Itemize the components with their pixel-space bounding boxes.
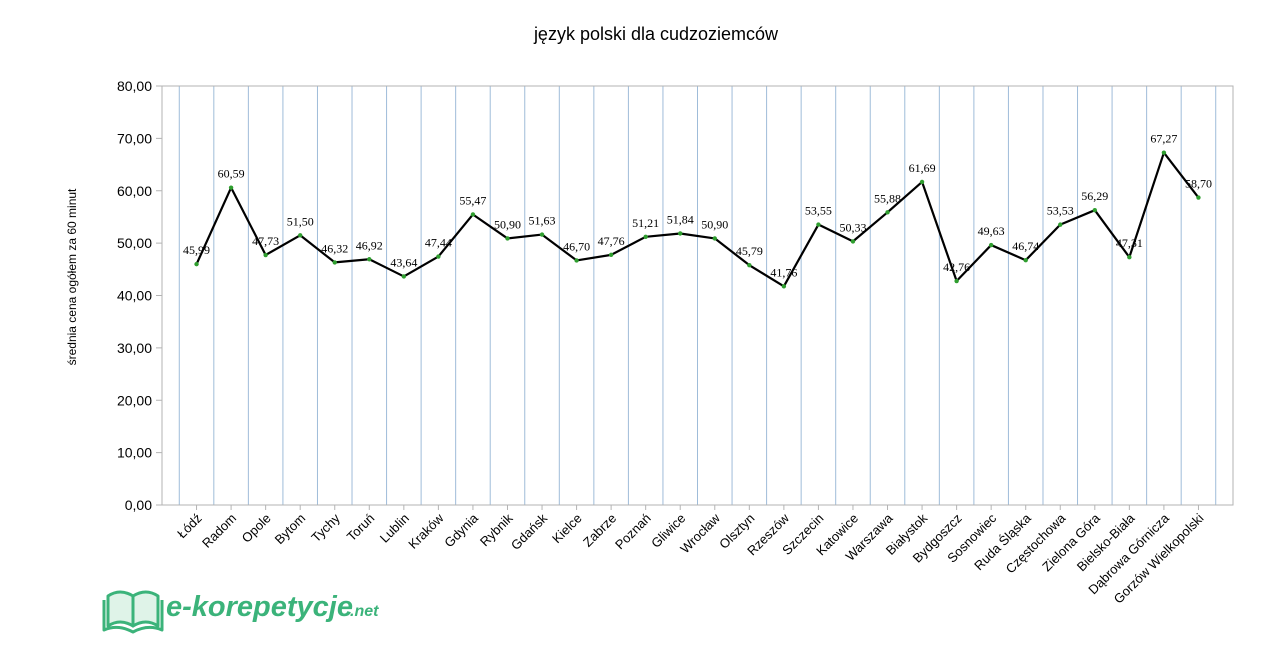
x-tick-label: Toruń [344,511,378,545]
x-tick-label: Gdynia [441,510,481,550]
x-tick-label: Poznań [612,511,654,553]
x-tick-label: Gdańsk [508,510,551,553]
data-series [194,150,1201,289]
data-label: 45,79 [736,244,763,258]
data-label: 50,90 [494,217,521,231]
data-label: 51,21 [632,216,659,230]
data-label: 46,70 [563,239,590,253]
data-point [1023,257,1028,263]
data-label: 58,70 [1185,177,1212,191]
y-tick-label: 40,00 [117,288,152,304]
data-label: 56,29 [1081,189,1108,203]
data-point [332,260,337,265]
data-label: 50,90 [701,217,728,231]
series-line [195,151,1200,288]
data-point [643,234,648,239]
data-point [954,278,959,284]
data-label: 47,31 [1116,236,1143,250]
y-tick-label: 10,00 [117,445,152,461]
data-label: 47,76 [598,234,625,248]
x-tick-label: Kielce [549,511,585,547]
data-point [816,222,821,227]
data-point [401,274,407,279]
data-point [505,236,510,241]
data-label: 46,32 [321,241,348,255]
data-point [919,179,925,185]
data-point [988,242,994,248]
data-point [367,257,372,262]
data-label: 51,84 [667,212,694,226]
data-label: 46,74 [1012,239,1039,253]
y-tick-label: 70,00 [117,130,152,146]
data-point [436,254,441,259]
data-label: 60,59 [218,167,245,181]
data-point [194,261,199,267]
y-tick-label: 20,00 [117,392,152,408]
data-label: 51,63 [529,214,556,228]
y-axis-label: średnia cena ogółem za 60 minut [65,188,79,365]
data-label: 50,33 [839,220,866,234]
data-point [747,262,752,268]
data-label: 61,69 [909,161,936,175]
data-label: 46,92 [356,238,383,252]
data-point [539,232,545,237]
data-point [1092,207,1098,213]
chart-title: język polski dla cudzoziemców [533,24,779,44]
y-tick-label: 50,00 [117,235,152,251]
data-point [470,212,476,217]
logo: e-korepetycje .net [102,590,379,634]
data-label: 47,73 [252,234,279,248]
data-label: 67,27 [1150,132,1177,146]
data-point [712,236,717,241]
y-tick-label: 0,00 [125,497,152,513]
data-point [263,252,268,258]
y-tick-label: 30,00 [117,340,152,356]
data-label: 42,76 [943,260,970,274]
data-label: 47,44 [425,236,452,250]
gridlines [178,86,1217,505]
book-icon [102,590,164,634]
data-point [574,258,579,263]
data-label: 53,53 [1047,204,1074,218]
data-label: 41,76 [770,265,797,279]
data-point [885,210,890,215]
logo-name: e-korepetycje [166,591,353,623]
data-point [1127,255,1132,260]
data-point [228,185,234,190]
y-tick-label: 60,00 [117,183,152,199]
data-point [678,231,683,236]
x-tick-label: Radom [199,511,239,551]
data-point [1161,150,1167,155]
data-point [1058,222,1063,227]
x-tick-label: Kraków [405,510,447,552]
data-label: 49,63 [978,224,1005,238]
data-label: 55,88 [874,191,901,205]
data-point [850,239,856,244]
x-tick-label: Łódź [174,511,205,542]
axes: 0,00 10,00 20,00 30,00 40,00 50,00 60,00 70,00 8… [117,78,1234,606]
x-tick-label: Bytom [272,511,309,548]
data-point [1196,195,1201,200]
data-point [781,284,787,289]
x-tick-label: Opole [239,511,274,546]
data-point [608,252,614,258]
data-label: 51,50 [287,214,314,228]
data-label: 53,55 [805,204,832,218]
x-tick-label: Tychy [308,510,343,545]
y-tick-label: 80,00 [117,78,152,94]
data-label: 45,99 [183,243,210,257]
data-label: 55,47 [459,193,486,207]
data-point [297,233,303,238]
data-label: 43,64 [390,255,417,269]
logo-suffix: .net [350,603,379,620]
data-labels: 45,99 60,59 47,73 51,50 46,32 46,92 43,64 47,44… [183,132,1212,280]
